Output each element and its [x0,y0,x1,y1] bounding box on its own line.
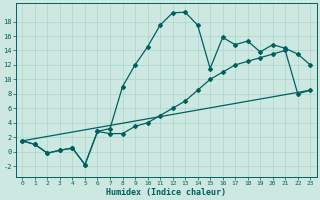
X-axis label: Humidex (Indice chaleur): Humidex (Indice chaleur) [106,188,226,197]
